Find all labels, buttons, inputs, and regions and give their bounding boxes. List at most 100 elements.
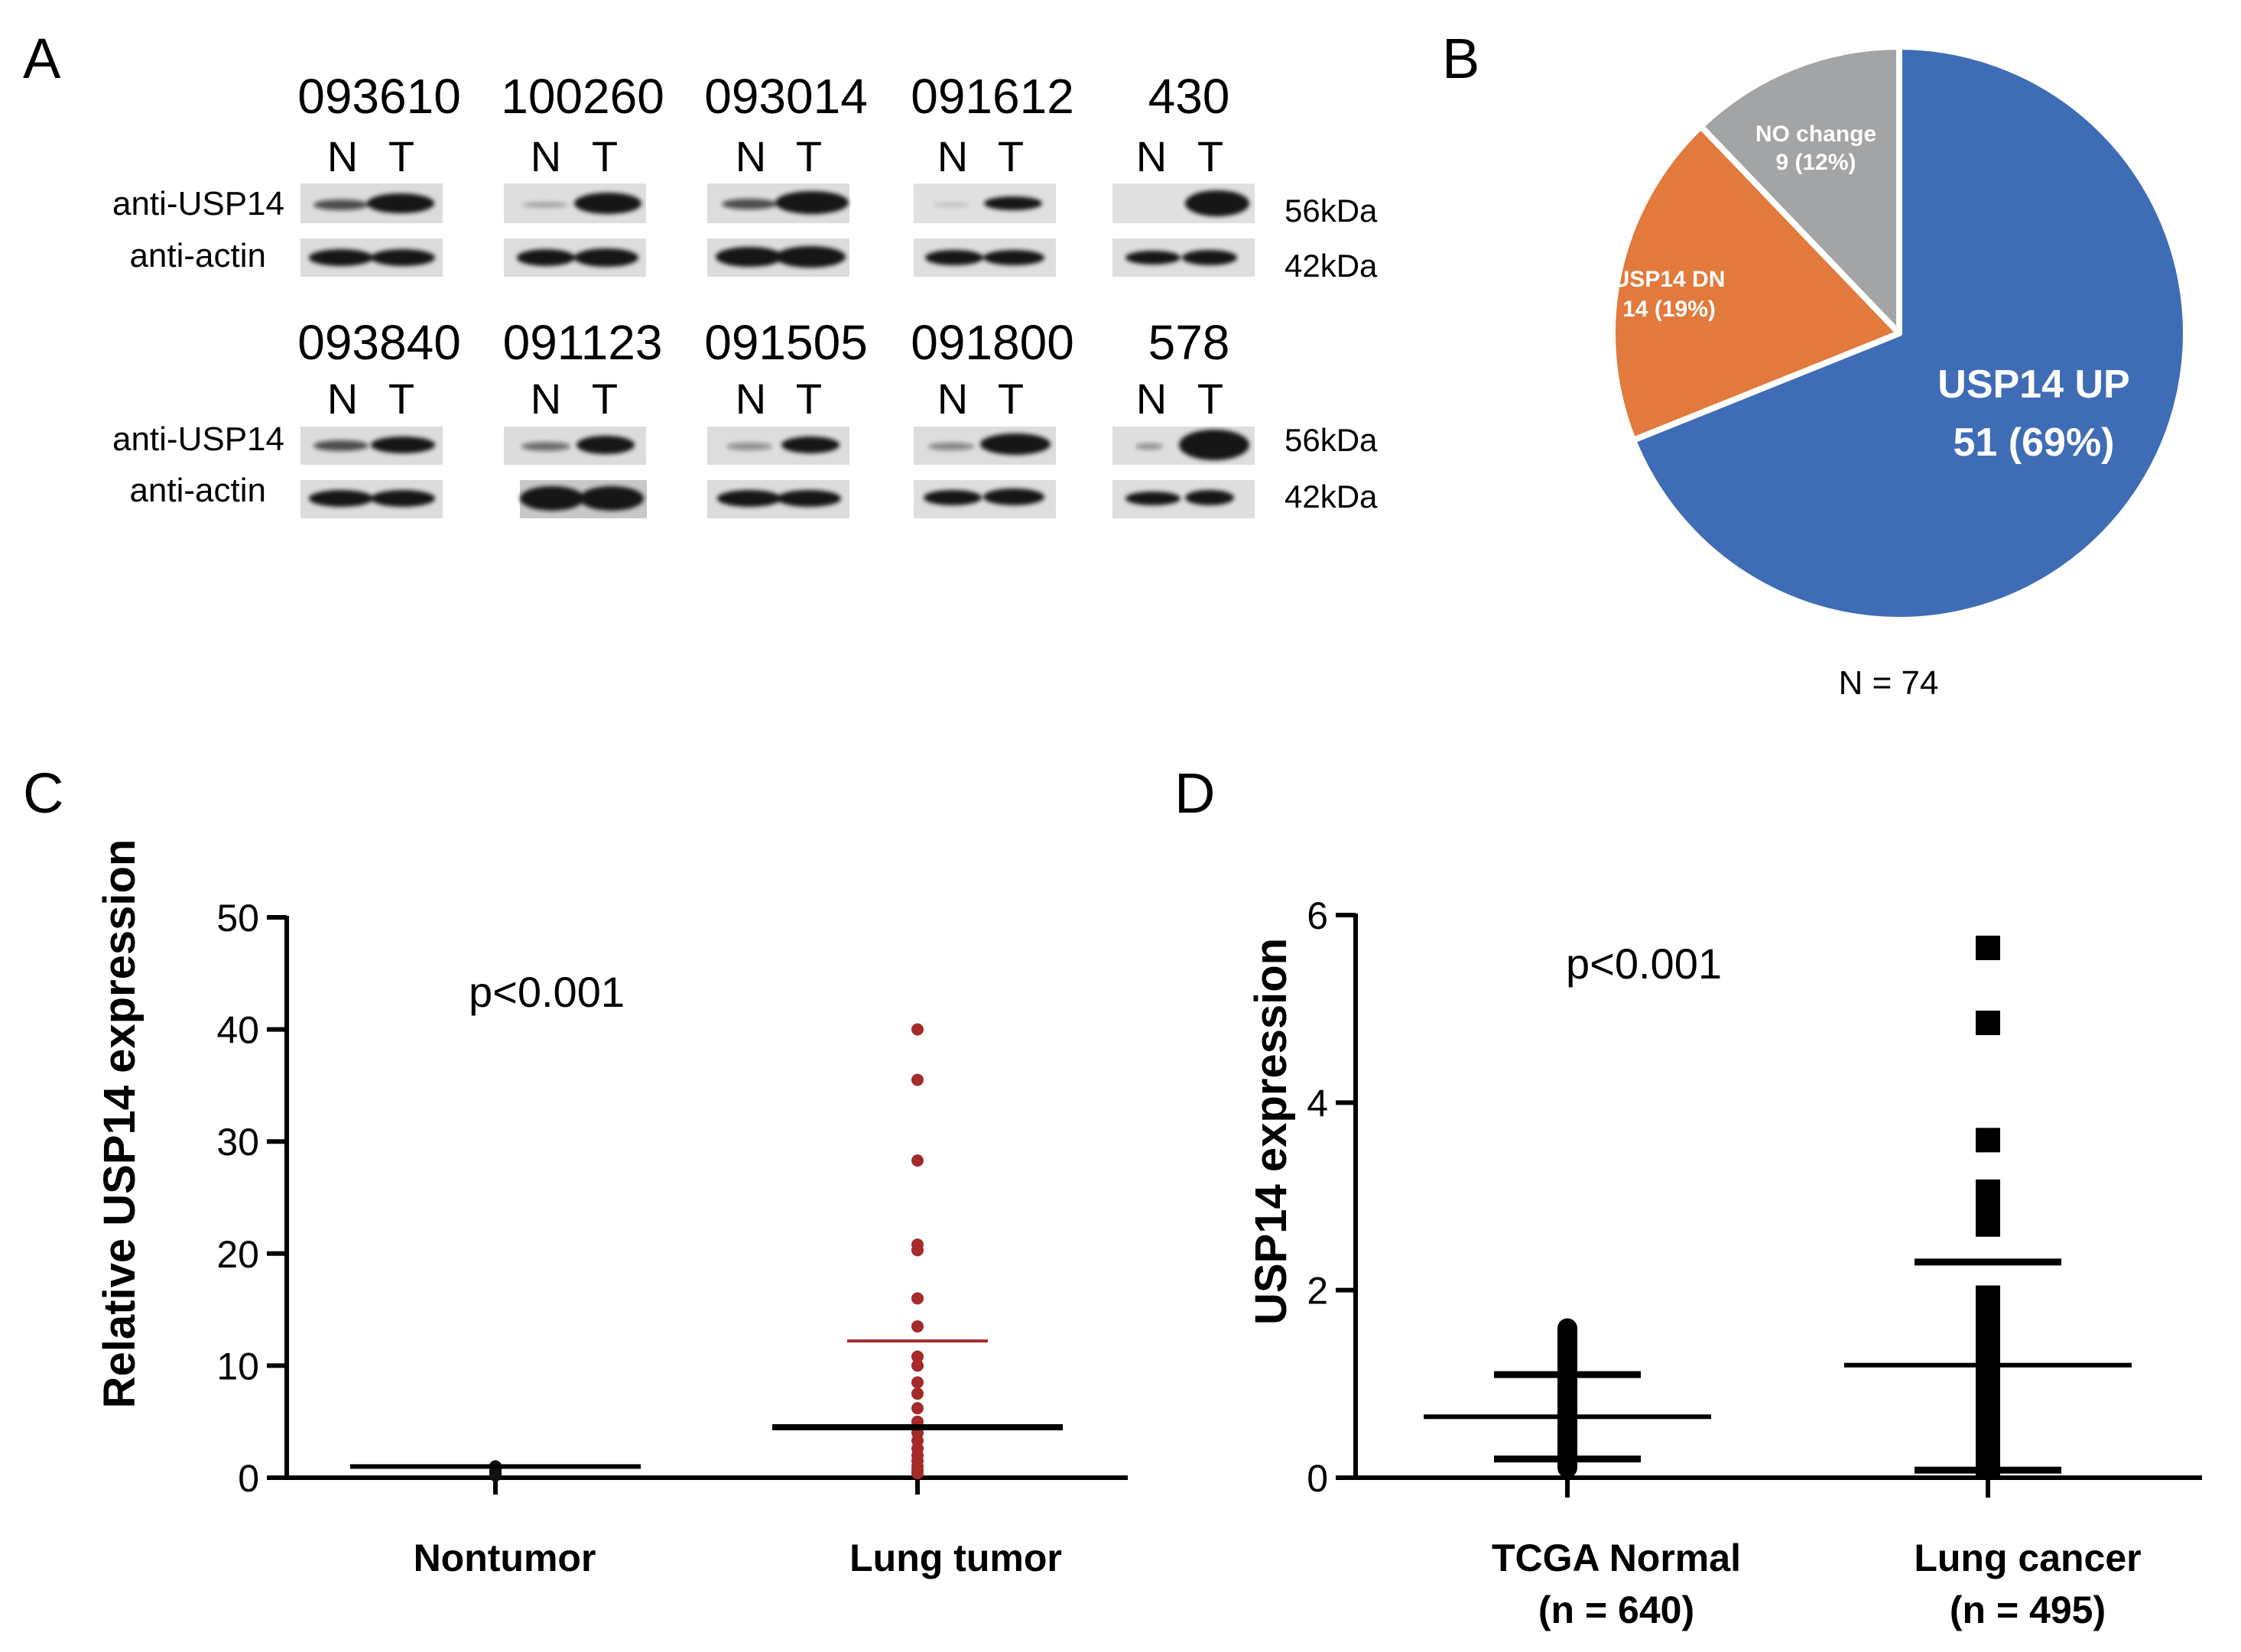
chart-d-category-label: Lung cancer	[1914, 1537, 2141, 1579]
chart-c-data-point	[911, 1387, 924, 1400]
chart-c-data-point	[911, 1320, 924, 1333]
band	[1179, 430, 1249, 460]
chart-c-y-tick-label: 30	[216, 1121, 259, 1164]
blot-row-1: 093610 100260 093014 091612 430 N T N T …	[112, 69, 1378, 284]
chart-c-data-point	[911, 1292, 924, 1305]
sample-id: 091800	[911, 315, 1074, 370]
chart-d-y-axis-label: USP14 expression	[1246, 938, 1296, 1325]
band	[924, 490, 982, 505]
chart-d-y-tick-label: 4	[1307, 1082, 1328, 1125]
pie-slice-label: NO change	[1755, 122, 1876, 147]
chart-d-category-count: (n = 495)	[1950, 1589, 2106, 1631]
chart-d-y-tick-label: 0	[1307, 1457, 1328, 1500]
band	[775, 191, 849, 214]
lane-label-t: T	[998, 375, 1024, 423]
lane-label-n: N	[937, 132, 968, 180]
chart-c-y-tick-label: 20	[216, 1233, 259, 1276]
pie-slice-value: 9 (12%)	[1775, 150, 1856, 175]
chart-d-y-tick-label: 6	[1307, 894, 1328, 937]
band	[309, 249, 373, 266]
chart-c-data-point	[911, 1402, 924, 1415]
antibody-label-usp14: anti-USP14	[112, 420, 284, 458]
chart-d-y-tick-label: 2	[1307, 1270, 1328, 1313]
chart-c-category-label: Nontumor	[414, 1537, 596, 1579]
chart-d-data-point	[1976, 1179, 2000, 1204]
mw-label-56kda: 56kDa	[1285, 193, 1378, 229]
band	[1135, 443, 1163, 450]
lane-label-t: T	[998, 132, 1024, 180]
band	[371, 437, 435, 453]
band	[313, 440, 369, 451]
lane-label-n: N	[1136, 375, 1167, 423]
chart-d-category-label: TCGA Normal	[1492, 1537, 1741, 1579]
lane-label-t: T	[388, 375, 414, 423]
mw-label-56kda: 56kDa	[1285, 422, 1378, 458]
panel-label-b: B	[1442, 27, 1479, 90]
chart-c-data-point	[911, 1023, 924, 1036]
chart-c-category-label: Lung tumor	[849, 1537, 1062, 1579]
chart-d-data-column	[1976, 1285, 2000, 1478]
sample-id: 091505	[704, 315, 868, 370]
pie-slice-value: 14 (19%)	[1622, 297, 1716, 322]
chart-d-data-point	[1976, 1011, 2000, 1036]
lane-label-t: T	[1197, 375, 1223, 423]
chart-d: USP14 expression p<0.001 TCGA Normal (n …	[1246, 894, 2202, 1631]
band	[925, 250, 983, 265]
band	[984, 196, 1042, 210]
band	[367, 193, 434, 213]
chart-d-data-point	[1976, 1128, 2000, 1153]
antibody-label-usp14: anti-USP14	[112, 185, 284, 222]
band	[928, 443, 974, 450]
mw-label-42kda: 42kDa	[1285, 479, 1378, 514]
band	[371, 249, 435, 266]
sample-id: 100260	[501, 69, 664, 124]
lane-label-n: N	[531, 375, 561, 423]
chart-d-data-point	[1976, 935, 2000, 960]
sample-id: 091123	[503, 315, 663, 370]
band	[980, 433, 1051, 455]
sample-id: 430	[1148, 69, 1230, 124]
lane-label-n: N	[937, 375, 968, 423]
sample-id: 578	[1148, 315, 1230, 370]
band	[775, 246, 846, 268]
pie-slice	[1609, 123, 1902, 443]
lane-label-n: N	[1136, 132, 1167, 180]
chart-c-p-value: p<0.001	[469, 968, 625, 1016]
pie-total-label: N = 74	[1839, 664, 1939, 702]
pie-slice-value: 51 (69%)	[1954, 420, 2115, 465]
band	[777, 490, 841, 507]
lane-label-t: T	[796, 375, 822, 423]
pie-chart: USP14 UP 51 (69%) USP14 DN 14 (19%) NO chang…	[1609, 44, 2189, 623]
sample-id: 093840	[297, 315, 461, 370]
chart-c-y-tick-label: 50	[216, 897, 259, 940]
chart-c-data-point	[911, 1350, 924, 1363]
band	[934, 203, 970, 207]
lane-label-t: T	[592, 375, 618, 423]
mw-label-42kda: 42kDa	[1285, 248, 1378, 284]
antibody-label-actin: anti-actin	[129, 472, 266, 509]
band	[309, 490, 373, 507]
chart-c-y-axis-label: Relative USP14 expression	[95, 839, 145, 1409]
pie-slice-label: USP14 DN	[1613, 267, 1726, 292]
band	[717, 490, 781, 507]
chart-c-data-point	[489, 1469, 502, 1482]
lane-label-n: N	[327, 132, 358, 180]
chart-d-category-count: (n = 640)	[1538, 1589, 1694, 1631]
antibody-label-actin: anti-actin	[129, 237, 266, 274]
band	[1125, 251, 1181, 265]
band	[716, 247, 783, 267]
chart-c-data-point	[911, 1073, 924, 1086]
band	[574, 248, 638, 267]
pie-slice	[1630, 44, 2189, 623]
chart-c-y-tick-label: 10	[216, 1345, 259, 1387]
chart-c-y-tick-label: 40	[216, 1009, 259, 1052]
band	[1185, 490, 1234, 505]
band	[574, 193, 641, 214]
panel-label-a: A	[23, 27, 61, 90]
band	[983, 488, 1044, 505]
chart-d-p-value: p<0.001	[1566, 940, 1722, 988]
lane-label-n: N	[736, 132, 766, 180]
band	[580, 486, 644, 511]
chart-c-data-point	[911, 1467, 924, 1480]
